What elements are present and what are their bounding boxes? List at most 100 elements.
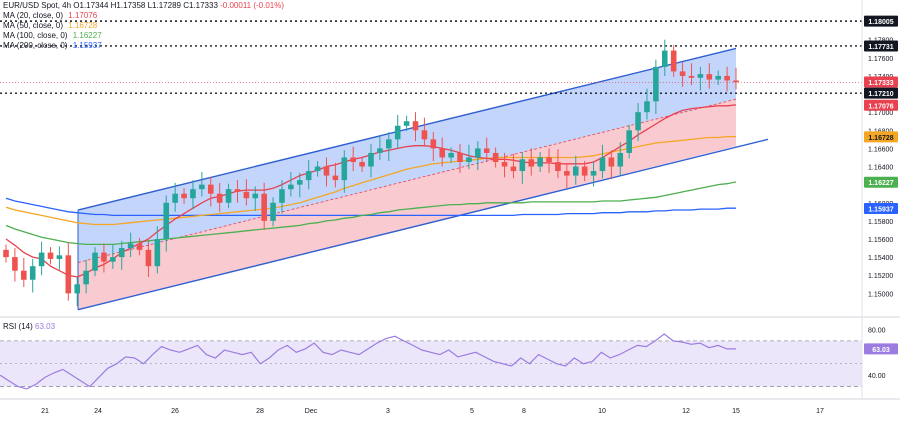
- candle-body-20: [181, 193, 187, 199]
- ma100-label: MA (100, close, 0): [3, 31, 68, 40]
- ma100-line: [5, 181, 737, 246]
- candle-body-7: [65, 255, 72, 294]
- time-tick-2: 26: [171, 408, 179, 415]
- time-tick-0: 21: [41, 408, 49, 415]
- candle-body-52: [466, 157, 472, 162]
- price-tick-1: 1.17600: [868, 56, 893, 63]
- ma50-legend[interactable]: MA (50, close, 0) 1.16728: [3, 21, 284, 31]
- price-label-2: 1.16728: [864, 131, 898, 143]
- level-label-0: 1.18005: [864, 15, 898, 27]
- candle-body-47: [421, 130, 428, 140]
- candle-body-73: [653, 66, 659, 102]
- rsi-pane: [0, 333, 862, 390]
- price-label-2-bg: [864, 131, 898, 143]
- rsi-tick-0: 80.00: [868, 327, 886, 334]
- price-label-4-text: 1.15937: [868, 206, 893, 213]
- level-label-1-text: 1.17731: [868, 44, 893, 51]
- candle-body-37: [332, 175, 339, 181]
- candle-body-72: [644, 101, 650, 113]
- price-label-0-text: 1.17333: [868, 80, 893, 87]
- candles: [3, 39, 739, 307]
- candle-body-5: [47, 252, 54, 259]
- candle-body-39: [350, 157, 356, 162]
- candle-body-38: [341, 157, 348, 181]
- ohlc-open: O1.17344: [73, 1, 109, 10]
- timeframe: 4h: [62, 1, 72, 10]
- candle-body-32: [288, 184, 294, 190]
- candle-body-50: [448, 152, 454, 158]
- candle-body-69: [617, 152, 624, 167]
- symbol-name: EUR/USD Spot: [3, 1, 58, 10]
- ohlc-high: H1.17358: [110, 1, 146, 10]
- rsi-line: [0, 333, 736, 390]
- candle-body-4: [38, 252, 45, 267]
- price-label-1-text: 1.17076: [868, 103, 893, 110]
- price-labels: 1.18005 1.17731 1.17210 1.17333 1.17076 1.167…: [864, 15, 898, 355]
- ma20-legend[interactable]: MA (20, close, 0) 1.17076: [3, 11, 284, 21]
- candle-body-57: [510, 166, 517, 172]
- candle-body-44: [394, 125, 401, 140]
- candle-body-19: [172, 193, 178, 203]
- candle-body-42: [377, 148, 383, 153]
- level-label-2-text: 1.17210: [868, 91, 893, 98]
- rsi-value-label-bg: [864, 343, 898, 355]
- candle-body-79: [706, 74, 713, 80]
- candle-body-67: [599, 157, 606, 172]
- ma200-legend[interactable]: MA (200, close, 0) 1.15937: [3, 41, 284, 51]
- ma50-value: 1.16728: [68, 21, 98, 30]
- candle-body-82: [733, 80, 739, 83]
- price-label-3-text: 1.16227: [868, 180, 893, 187]
- candle-body-0: [3, 249, 9, 258]
- price-label-3: 1.16227: [864, 176, 898, 188]
- candle-body-62: [555, 162, 561, 172]
- candle-body-10: [92, 252, 98, 271]
- ohlc-low: L1.17289: [147, 1, 181, 10]
- channel-lower-fill: [78, 99, 736, 310]
- candle-body-48: [430, 139, 437, 149]
- rsi-legend[interactable]: RSI (14) 63.03: [3, 322, 55, 331]
- price-tick-3: 1.17000: [868, 110, 893, 117]
- candle-body-77: [688, 75, 695, 78]
- time-tick-1: 24: [94, 408, 102, 415]
- candle-body-34: [305, 171, 312, 181]
- candle-body-25: [225, 189, 232, 203]
- ohlc-close: C1.17333: [183, 1, 218, 10]
- level-label-0-bg: [864, 15, 898, 27]
- candle-body-31: [279, 189, 285, 203]
- candle-body-35: [314, 166, 321, 172]
- candle-body-58: [519, 159, 526, 172]
- candle-body-27: [243, 191, 250, 199]
- regression-channel: [77, 47, 769, 311]
- candle-body-6: [56, 255, 63, 259]
- price-label-1: 1.17076: [864, 99, 898, 111]
- rsi-value: 63.03: [35, 322, 56, 331]
- candle-body-63: [564, 171, 570, 176]
- candle-body-45: [403, 121, 410, 126]
- candle-body-16: [145, 249, 152, 267]
- candle-body-81: [724, 75, 730, 81]
- candle-body-68: [608, 157, 615, 167]
- rsi-value-label: 63.03: [864, 343, 898, 355]
- time-tick-9: 12: [682, 408, 690, 415]
- time-tick-4: Dec: [305, 408, 318, 415]
- candle-body-78: [697, 74, 704, 78]
- rsi-value-label-text: 63.03: [872, 347, 890, 354]
- candle-body-59: [528, 159, 535, 167]
- price-label-0: 1.17333: [864, 76, 898, 88]
- candle-body-36: [323, 166, 330, 176]
- price-tick-11: 1.15200: [868, 273, 893, 280]
- candle-body-41: [368, 152, 374, 167]
- candle-body-14: [127, 243, 134, 249]
- candle-body-30: [270, 202, 276, 221]
- candle-body-15: [136, 243, 143, 250]
- candle-body-70: [626, 130, 632, 153]
- candle-body-51: [457, 152, 463, 162]
- price-label-0-bg: [864, 76, 898, 88]
- time-tick-10: 15: [732, 408, 740, 415]
- level-label-0-text: 1.18005: [868, 19, 893, 26]
- candle-body-74: [661, 50, 668, 67]
- price-label-4-bg: [864, 202, 898, 214]
- ma100-legend[interactable]: MA (100, close, 0) 1.16227: [3, 31, 284, 41]
